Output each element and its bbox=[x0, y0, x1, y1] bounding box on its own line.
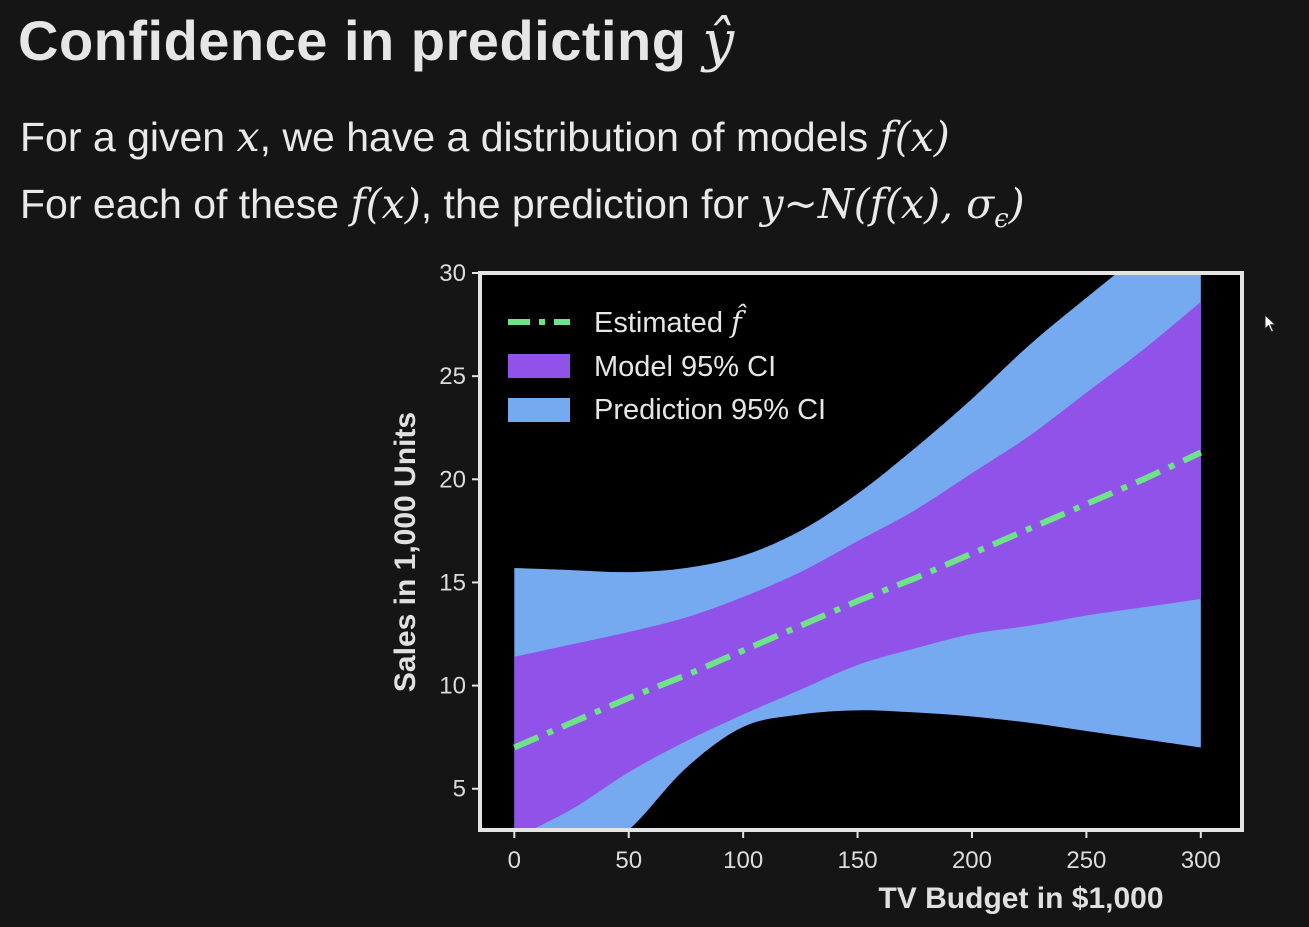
legend: Estimated f̂ Model 95% CI Prediction 95%… bbox=[508, 304, 826, 426]
y-tick-label: 30 bbox=[439, 260, 466, 287]
x-tick-label: 300 bbox=[1181, 847, 1221, 874]
line2-math-fx: f(x) bbox=[350, 180, 421, 228]
x-tick-label: 250 bbox=[1066, 847, 1106, 874]
legend-label-estimated: Estimated f̂ bbox=[594, 304, 748, 339]
x-tick-label: 200 bbox=[952, 847, 992, 874]
legend-label-model-ci: Model 95% CI bbox=[594, 351, 776, 383]
line1-math-x: x bbox=[236, 113, 260, 161]
line1-math-fx: f(x) bbox=[879, 113, 950, 161]
mouse-cursor-icon bbox=[1264, 314, 1277, 333]
y-tick-label: 10 bbox=[439, 673, 466, 700]
x-tick-label: 100 bbox=[723, 847, 763, 874]
line2-text-1: For each of these bbox=[20, 181, 351, 227]
line2-math-normal-main: y~N(f(x), σ bbox=[760, 180, 995, 228]
estimated-f-line bbox=[513, 449, 1203, 751]
plot-frame bbox=[478, 271, 1244, 832]
legend-label-prediction-ci: Prediction 95% CI bbox=[594, 394, 826, 426]
line1-text-1: For a given bbox=[20, 114, 237, 160]
x-tick-label: 150 bbox=[838, 847, 878, 874]
model-ci-band bbox=[514, 301, 1201, 830]
legend-swatch-model-ci bbox=[508, 354, 570, 378]
y-tick-label: 25 bbox=[439, 363, 466, 390]
legend-label-estimated-text: Estimated bbox=[594, 307, 731, 339]
x-tick-label: 0 bbox=[508, 847, 521, 874]
x-tick-label: 50 bbox=[615, 847, 642, 874]
line2-math-close-paren: ) bbox=[1008, 180, 1025, 228]
x-axis-label: TV Budget in $1,000 bbox=[878, 882, 1163, 915]
slide-title-text: Confidence in predicting bbox=[18, 9, 703, 72]
line2-text-2: , the prediction for bbox=[420, 181, 761, 227]
y-axis-label: Sales in 1,000 Units bbox=[389, 412, 422, 692]
line1-text-2: , we have a distribution of models bbox=[259, 114, 880, 160]
slide-title: Confidence in predicting ŷ bbox=[18, 8, 735, 74]
text-line-prediction-distribution: For each of these f(x), the prediction f… bbox=[20, 180, 1025, 234]
axis-layer: 0 50 100 150 200 250 300 5 10 15 20 25 30 bbox=[439, 260, 1221, 874]
y-tick-label: 5 bbox=[453, 776, 466, 803]
plot-layer bbox=[513, 273, 1203, 830]
line2-math-normal: y~N(f(x), σϵ) bbox=[760, 180, 1025, 234]
y-tick-label: 15 bbox=[439, 569, 466, 596]
legend-swatch-prediction-ci bbox=[508, 398, 570, 422]
text-line-distribution-of-models: For a given x, we have a distribution of… bbox=[20, 113, 950, 161]
y-hat-symbol: ŷ bbox=[702, 9, 735, 74]
y-tick-label: 20 bbox=[439, 466, 466, 493]
line2-math-epsilon: ϵ bbox=[994, 204, 1009, 235]
